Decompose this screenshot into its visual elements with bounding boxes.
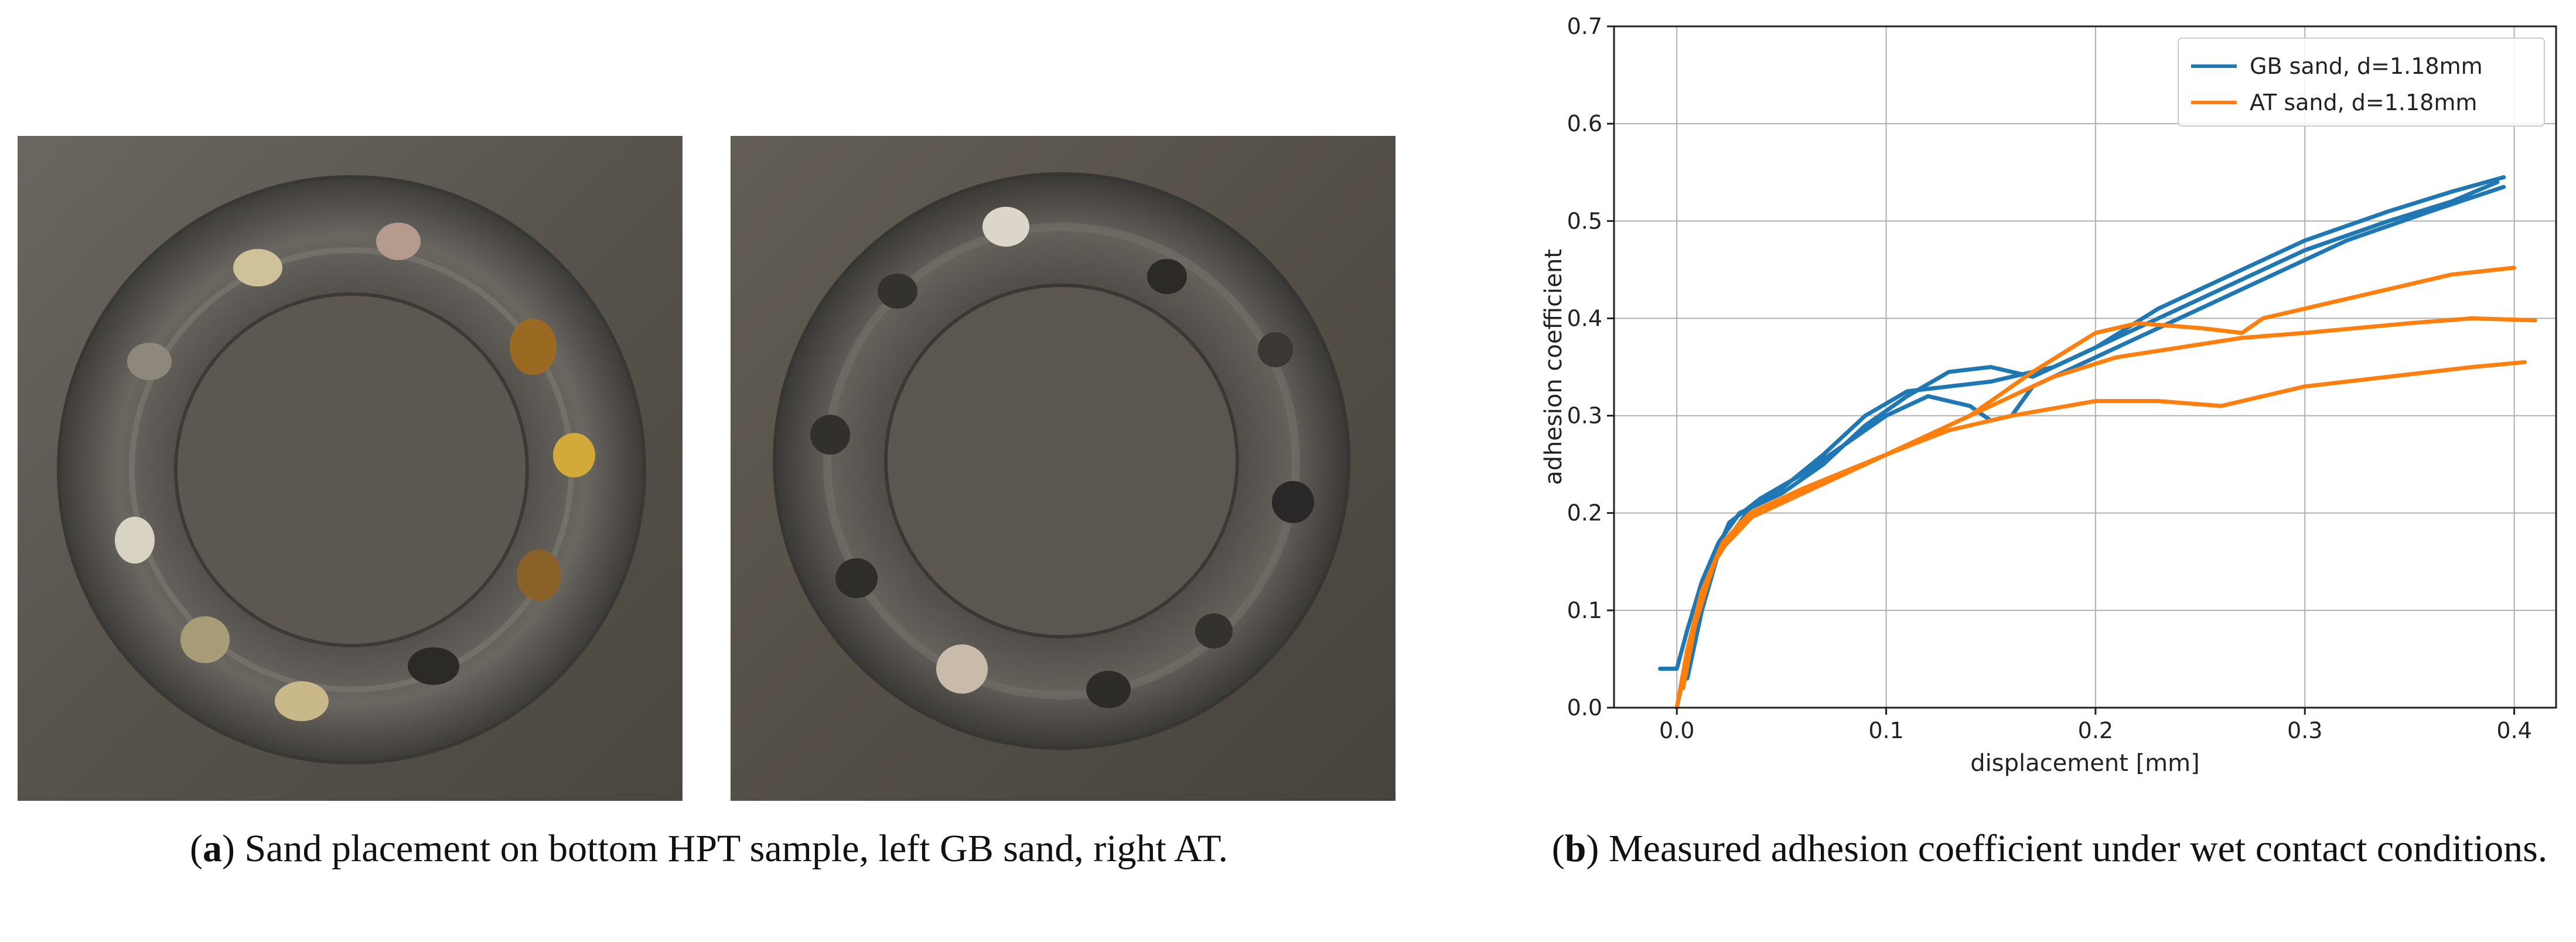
panel-a-caption-text: Sand placement on bottom HPT sample, lef… (244, 827, 1228, 870)
series-line-at (1681, 316, 2537, 691)
series-line-gb (1674, 185, 2506, 710)
x-tick-label: 0.2 (2078, 718, 2113, 743)
series-line-gb (1685, 180, 2500, 681)
series-line-at (1677, 360, 2527, 700)
sample-bore (884, 284, 1239, 639)
legend-box (2178, 37, 2545, 127)
x-axis-ticks: 0.0 0.1 0.2 0.3 0.4 (1659, 708, 2532, 743)
legend-entry-gb: GB sand, d=1.18mm (2250, 53, 2483, 79)
sample-bore (174, 292, 529, 647)
plot-frame (1613, 25, 2557, 709)
panel-a-label: a (202, 827, 222, 870)
y-axis-label: adhesion coefficient (1540, 249, 1567, 485)
adhesion-chart: 0.0 0.1 0.2 0.3 0.4 0.0 0.1 0.2 0.3 0.4 0.5 0.6 0.7… (1535, 0, 2576, 808)
panel-b-caption-text: Measured adhesion coefficient under wet … (1608, 827, 2548, 870)
x-tick-label: 0.0 (1659, 718, 1694, 743)
sand-grains (115, 223, 595, 721)
series-line-gb (1658, 175, 2506, 671)
y-axis-ticks: 0.0 0.1 0.2 0.3 0.4 0.5 0.6 0.7 (1567, 13, 1614, 721)
y-tick-label: 0.1 (1567, 598, 1602, 623)
legend-entry-at: AT sand, d=1.18mm (2250, 90, 2477, 115)
x-tick-label: 0.3 (2287, 718, 2322, 743)
photo-gb-sand (18, 136, 683, 801)
panel-b-label: b (1564, 827, 1586, 870)
y-tick-label: 0.4 (1567, 305, 1602, 331)
x-tick-label: 0.4 (2496, 718, 2531, 743)
caption-panel-a: (a) Sand placement on bottom HPT sample,… (190, 827, 1228, 870)
series-layer (1658, 175, 2537, 710)
y-tick-label: 0.2 (1567, 500, 1602, 526)
y-tick-label: 0.3 (1567, 403, 1602, 429)
photo-at-sand (731, 136, 1396, 801)
sand-grains (810, 207, 1314, 708)
y-tick-label: 0.5 (1567, 208, 1602, 234)
adhesion-chart-svg: 0.0 0.1 0.2 0.3 0.4 0.0 0.1 0.2 0.3 0.4 0.5 0.6 0.7… (1540, 13, 2557, 777)
y-tick-label: 0.7 (1567, 13, 1602, 39)
legend: GB sand, d=1.18mm AT sand, d=1.18mm (2178, 37, 2545, 127)
caption-panel-b: (b) Measured adhesion coefficient under … (1551, 827, 2548, 870)
y-tick-label: 0.6 (1567, 111, 1602, 136)
x-axis-label: displacement [mm] (1970, 750, 2199, 777)
y-tick-label: 0.0 (1567, 695, 1602, 721)
x-tick-label: 0.1 (1868, 718, 1903, 743)
